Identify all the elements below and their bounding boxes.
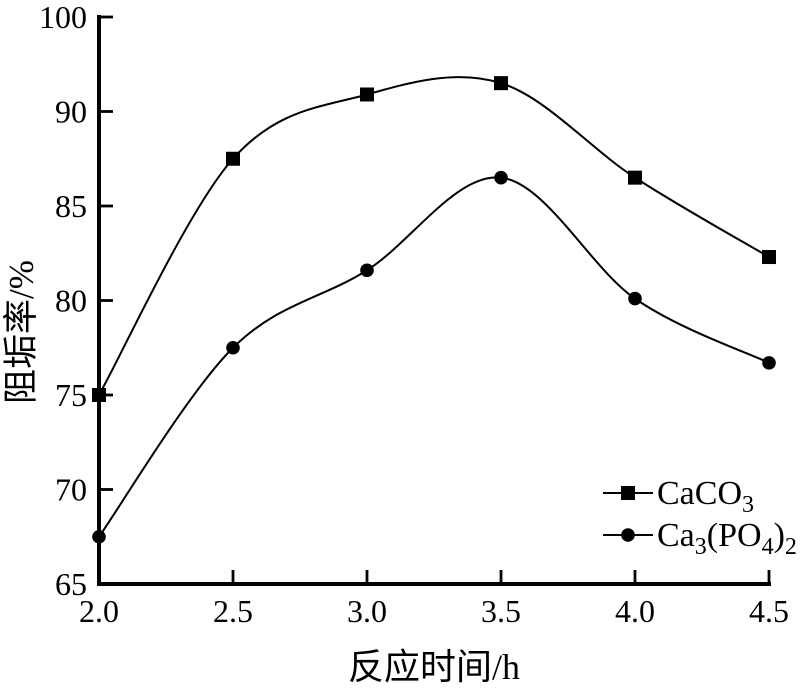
y-tick-label: 75 (55, 377, 87, 413)
x-tick-label: 2.0 (79, 593, 119, 629)
data-point-marker (226, 151, 240, 166)
y-tick-label: 80 (55, 283, 87, 319)
legend-entry: CaCO3 (603, 475, 754, 518)
legend-label: Ca3(PO4)2 (657, 517, 797, 560)
data-point-marker (92, 529, 106, 544)
legend-label: CaCO3 (657, 475, 754, 518)
x-tick-label: 3.0 (347, 593, 387, 629)
y-tick-label: 85 (55, 188, 87, 224)
series-line (98, 76, 770, 396)
data-point-marker (226, 340, 240, 355)
x-tick-label: 4.0 (615, 593, 655, 629)
data-point-marker (762, 250, 776, 265)
data-point-marker (628, 170, 642, 185)
data-point-marker (762, 356, 776, 370)
y-axis-title: 阻垢率/% (2, 260, 41, 404)
y-tick-label: 100 (39, 0, 87, 35)
legend-marker (621, 486, 635, 500)
y-tick-label: 70 (55, 472, 87, 508)
x-axis-title: 反应时间/h (347, 647, 520, 687)
data-point-marker (494, 170, 508, 185)
series-CaCO3 (92, 76, 776, 402)
series-line (98, 176, 770, 538)
y-tick-label: 90 (55, 94, 87, 130)
y-tick-label: 65 (55, 566, 87, 602)
data-point-marker (628, 291, 642, 306)
data-point-marker (360, 87, 374, 102)
x-tick-label: 2.5 (213, 593, 253, 629)
data-point-marker (360, 263, 374, 278)
series-Ca3PO42 (92, 170, 776, 544)
legend-entry: Ca3(PO4)2 (603, 517, 797, 560)
x-tick-label: 3.5 (481, 593, 521, 629)
data-point-marker (92, 388, 106, 402)
data-point-marker (494, 76, 508, 91)
x-tick-label: 4.5 (749, 593, 789, 629)
legend-marker (621, 528, 635, 542)
